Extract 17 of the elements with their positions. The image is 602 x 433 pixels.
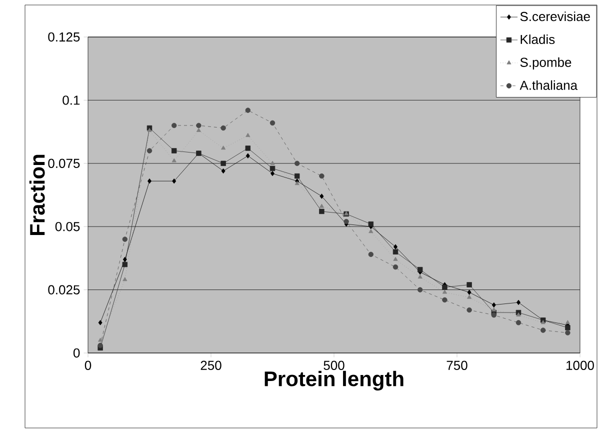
x-tick-label: 250 [200, 360, 222, 370]
y-tick-label: 0.1 [62, 96, 80, 105]
y-tick-label: 0.125 [48, 32, 80, 42]
legend-label: S.pombe [520, 57, 572, 70]
legend-label: A.thaliana [520, 80, 578, 90]
legend-label: S.cerevisiae [520, 12, 590, 22]
x-tick-label: 0 [84, 360, 92, 370]
y-axis-title: Fraction [29, 154, 45, 235]
x-tick-label: 750 [446, 360, 468, 370]
y-tick-label: 0.025 [48, 285, 80, 294]
y-tick-label: 0.075 [48, 158, 80, 168]
x-tick-label: 500 [324, 360, 344, 370]
x-axis-title: Protein length [264, 370, 404, 391]
legend-label: Kladis [520, 34, 555, 44]
x-tick-label: 1000 [566, 360, 594, 370]
y-tick-label: 0 [73, 348, 80, 358]
y-tick-label: 0.05 [55, 222, 80, 232]
